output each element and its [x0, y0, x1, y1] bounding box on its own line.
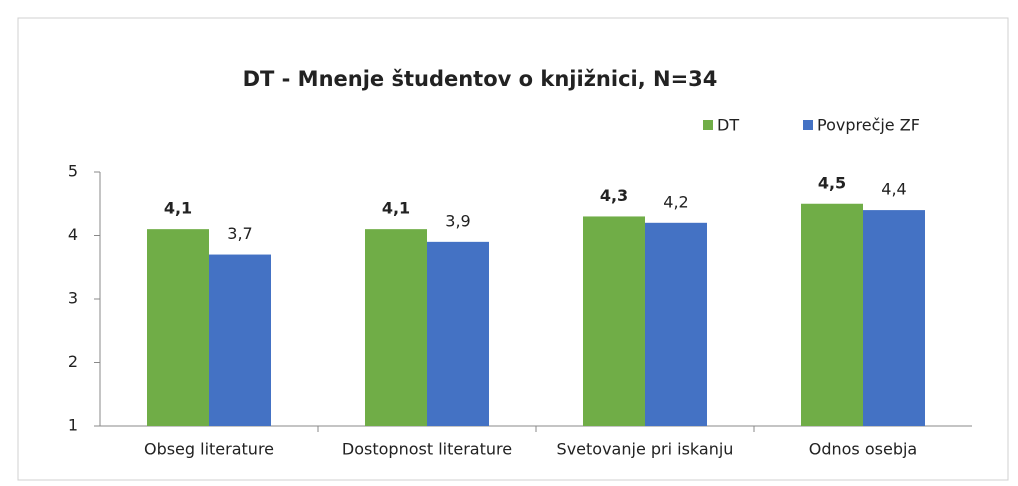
bar	[427, 241, 489, 426]
y-tick-label: 1	[68, 416, 78, 435]
legend-label: DT	[717, 116, 739, 135]
bar	[863, 210, 925, 426]
x-tick-label: Obseg literature	[144, 440, 274, 459]
bar	[365, 229, 427, 426]
bar	[147, 229, 209, 426]
bar	[801, 203, 863, 426]
data-label: 3,7	[227, 224, 252, 243]
y-tick-label: 5	[68, 162, 78, 181]
bar	[209, 254, 271, 426]
bar	[583, 216, 645, 426]
chart-title: DT - Mnenje študentov o knjižnici, N=34	[243, 67, 718, 91]
data-label: 4,5	[818, 173, 846, 192]
legend-swatch	[703, 120, 713, 130]
data-label: 3,9	[445, 211, 470, 230]
legend-label: Povprečje ZF	[817, 116, 920, 135]
data-label: 4,4	[881, 180, 906, 199]
bar	[645, 222, 707, 426]
x-tick-label: Svetovanje pri iskanju	[557, 440, 734, 459]
data-label: 4,1	[164, 199, 192, 218]
x-tick-label: Odnos osebja	[809, 440, 917, 459]
y-tick-label: 3	[68, 289, 78, 308]
data-label: 4,1	[382, 199, 410, 218]
data-label: 4,2	[663, 192, 688, 211]
y-tick-label: 4	[68, 225, 78, 244]
x-tick-label: Dostopnost literature	[342, 440, 512, 459]
y-tick-label: 2	[68, 352, 78, 371]
legend-swatch	[803, 120, 813, 130]
data-label: 4,3	[600, 186, 628, 205]
